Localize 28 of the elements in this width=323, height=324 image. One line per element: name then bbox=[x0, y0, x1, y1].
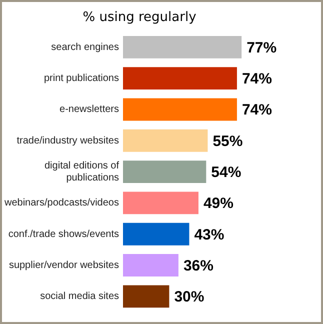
y-tick-label: supplier/vendor websites bbox=[8, 260, 119, 272]
y-tick-label: e-newsletters bbox=[60, 104, 119, 116]
y-tick-label: webinars/podcasts/videos bbox=[3, 198, 119, 209]
y-tick-label: print publications bbox=[44, 73, 119, 84]
y-tick-label: search engines bbox=[51, 42, 119, 53]
bar bbox=[123, 67, 237, 90]
data-label: 74% bbox=[242, 102, 272, 119]
data-label: 36% bbox=[183, 257, 214, 274]
bar bbox=[123, 285, 170, 308]
data-label: 49% bbox=[203, 195, 234, 212]
y-tick-label: conf./trade shows/events bbox=[8, 228, 119, 240]
bar bbox=[123, 129, 208, 152]
data-label: 55% bbox=[212, 132, 243, 150]
bar bbox=[123, 192, 198, 214]
chart-title: % using regularly bbox=[82, 10, 197, 26]
y-tick-label: social media sites bbox=[40, 291, 119, 302]
bar bbox=[123, 160, 206, 184]
bar bbox=[123, 36, 242, 58]
data-label: 74% bbox=[242, 70, 272, 88]
bar bbox=[123, 98, 237, 121]
y-tick-label: digital editions of publications bbox=[44, 160, 120, 184]
data-label: 30% bbox=[174, 288, 204, 306]
data-label: 77% bbox=[246, 39, 277, 56]
data-label: 43% bbox=[194, 226, 224, 244]
bar bbox=[123, 254, 178, 276]
bar bbox=[123, 222, 190, 246]
data-label: 54% bbox=[211, 164, 242, 181]
y-tick-label: trade/industry websites bbox=[16, 135, 119, 146]
